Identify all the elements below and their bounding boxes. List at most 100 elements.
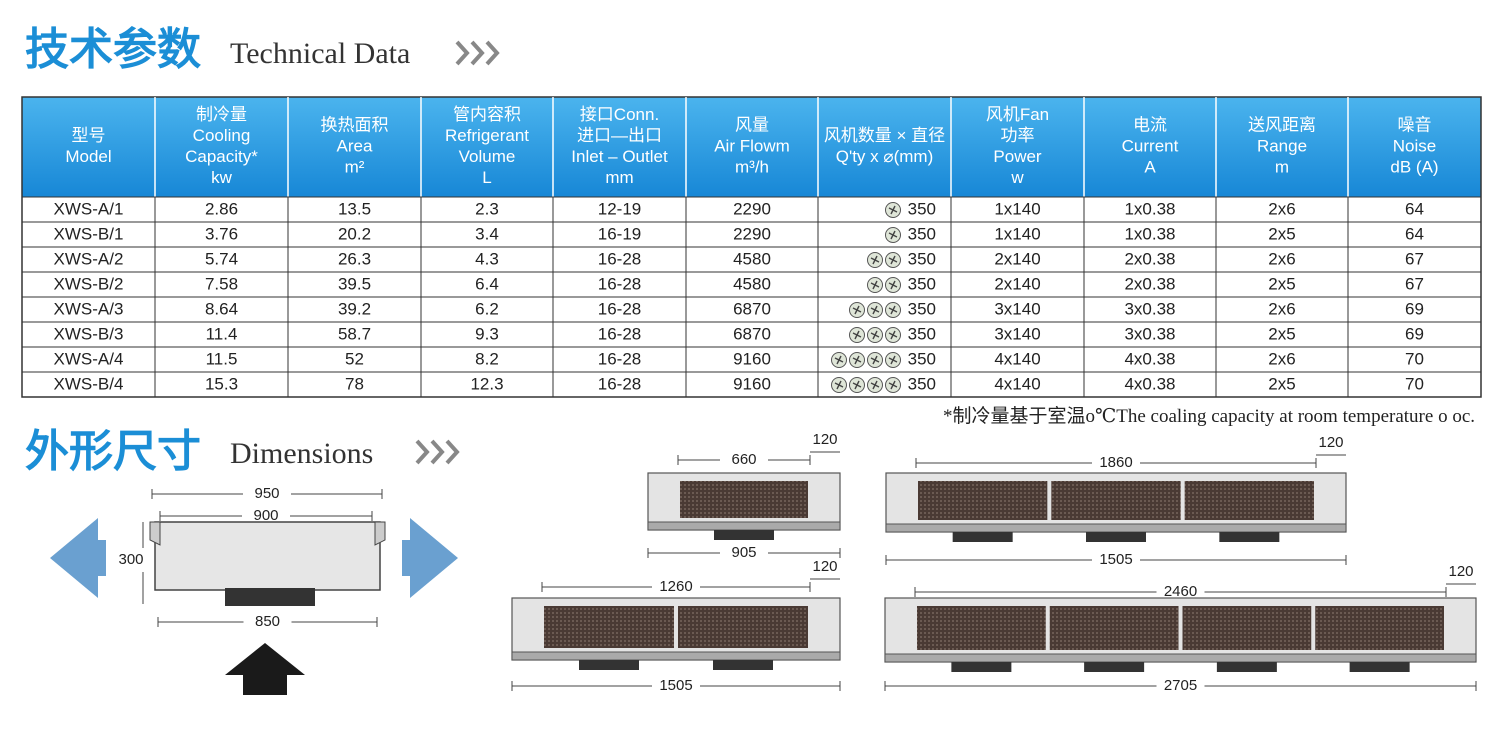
header-text: 送风距离 <box>1248 115 1316 134</box>
cell-text: 16-28 <box>598 299 641 318</box>
cell-text: 64 <box>1405 224 1424 243</box>
header-text: 换热面积 <box>321 115 389 134</box>
unit-fan <box>714 530 774 540</box>
cell-text: 350 <box>908 274 936 293</box>
cell-text: 350 <box>908 349 936 368</box>
fan-blade <box>852 305 862 315</box>
cell-text: XWS-A/3 <box>54 299 124 318</box>
cell-text: 3.4 <box>475 224 499 243</box>
dim-label: 660 <box>731 451 756 468</box>
cell-text: XWS-B/4 <box>54 374 124 393</box>
dim-label: 1860 <box>1099 454 1132 471</box>
cell-text: 2x6 <box>1268 349 1295 368</box>
chevrons <box>455 40 500 66</box>
title-cn: 技术参数 <box>25 25 201 74</box>
cell-text: 4580 <box>733 274 771 293</box>
unit-fan <box>225 588 315 606</box>
cell-text: 9160 <box>733 374 771 393</box>
dim-label: 120 <box>1448 563 1473 580</box>
coil-grille <box>1184 481 1314 520</box>
cell-text: 2x0.38 <box>1124 274 1175 293</box>
header-text: Refrigerant <box>445 126 529 145</box>
cell-text: 52 <box>345 349 364 368</box>
cell-text: 2x6 <box>1268 249 1295 268</box>
header-text: 功率 <box>1001 126 1035 145</box>
cell-text: 16-28 <box>598 324 641 343</box>
unit-flange <box>149 521 161 546</box>
fan-blade <box>888 355 898 365</box>
cell-text: 2x5 <box>1268 324 1295 343</box>
header-text: 风机Fan <box>986 105 1049 124</box>
cell-text: 16-28 <box>598 349 641 368</box>
cell-text: 67 <box>1405 274 1424 293</box>
coil-grille <box>918 481 1048 520</box>
fan-blade <box>870 380 880 390</box>
cell-text: 350 <box>908 374 936 393</box>
header-text: 型号 <box>72 126 106 145</box>
cell-text: 2x140 <box>994 249 1040 268</box>
cell-text: XWS-B/3 <box>54 324 124 343</box>
coil-grille <box>1051 481 1181 520</box>
header-text: Power <box>993 147 1042 166</box>
dim-label: 1260 <box>659 578 692 595</box>
header-text: Volume <box>459 147 516 166</box>
fan-blade <box>888 205 898 215</box>
fan-blade <box>852 330 862 340</box>
title-en: Technical Data <box>230 37 410 70</box>
coil-grille <box>678 606 808 648</box>
dim-label: 905 <box>731 544 756 561</box>
cell-text: 6.4 <box>475 274 499 293</box>
cell-text: 2290 <box>733 199 771 218</box>
unit-fan <box>579 660 639 670</box>
cell-text: 6870 <box>733 299 771 318</box>
unit-flange <box>374 521 386 546</box>
header-text: m³/h <box>735 157 769 176</box>
dim-title-en: Dimensions <box>230 437 373 470</box>
cell-text: 6870 <box>733 324 771 343</box>
cell-text: 3x0.38 <box>1124 324 1175 343</box>
cell-text: 2x5 <box>1268 374 1295 393</box>
dim-label: 120 <box>812 431 837 448</box>
cell-text: 16-19 <box>598 224 641 243</box>
cell-text: 70 <box>1405 374 1424 393</box>
cell-text: 11.4 <box>206 324 238 343</box>
header-text: w <box>1010 168 1024 187</box>
unit-base <box>647 521 841 531</box>
cell-text: 15.3 <box>205 374 238 393</box>
cell-text: 70 <box>1405 349 1424 368</box>
unit-fan <box>1216 662 1277 672</box>
dim-label: 120 <box>1318 434 1343 451</box>
cell-text: 5.74 <box>205 249 238 268</box>
header-text: 管内容积 <box>453 105 521 124</box>
fan-blade <box>888 230 898 240</box>
header-text: 风机数量 × 直径 <box>824 126 945 145</box>
header-text: Range <box>1257 136 1307 155</box>
fan-blade <box>888 305 898 315</box>
header-text: m² <box>345 157 365 176</box>
coil-grille <box>1182 606 1312 650</box>
dim-label: 300 <box>118 551 143 568</box>
unit-fan <box>1086 532 1146 542</box>
header-text: Inlet – Outlet <box>571 147 668 166</box>
cell-text: 2x6 <box>1268 199 1295 218</box>
cell-text: 4x0.38 <box>1124 374 1175 393</box>
unit-base <box>884 653 1477 663</box>
cell-text: 26.3 <box>338 249 371 268</box>
cell-text: 3x140 <box>994 324 1040 343</box>
airflow-arrows <box>50 518 458 695</box>
cell-text: 9160 <box>733 349 771 368</box>
dim-label: 2460 <box>1164 583 1197 600</box>
fan-blade <box>888 280 898 290</box>
header-text: kw <box>211 168 233 187</box>
cell-text: 16-28 <box>598 274 641 293</box>
coil-grille <box>917 606 1046 650</box>
coil-grille <box>1049 606 1179 650</box>
footnote: *制冷量基于室温o℃The coaling capacity at room t… <box>943 405 1475 427</box>
fan-blade <box>888 255 898 265</box>
cell-text: 8.64 <box>205 299 238 318</box>
cell-text: 20.2 <box>338 224 371 243</box>
cell-text: 2.86 <box>205 199 238 218</box>
cell-text: 2x0.38 <box>1124 249 1175 268</box>
header-text: Q'ty x ⌀(mm) <box>836 147 934 166</box>
table-header-bg <box>22 97 1481 197</box>
